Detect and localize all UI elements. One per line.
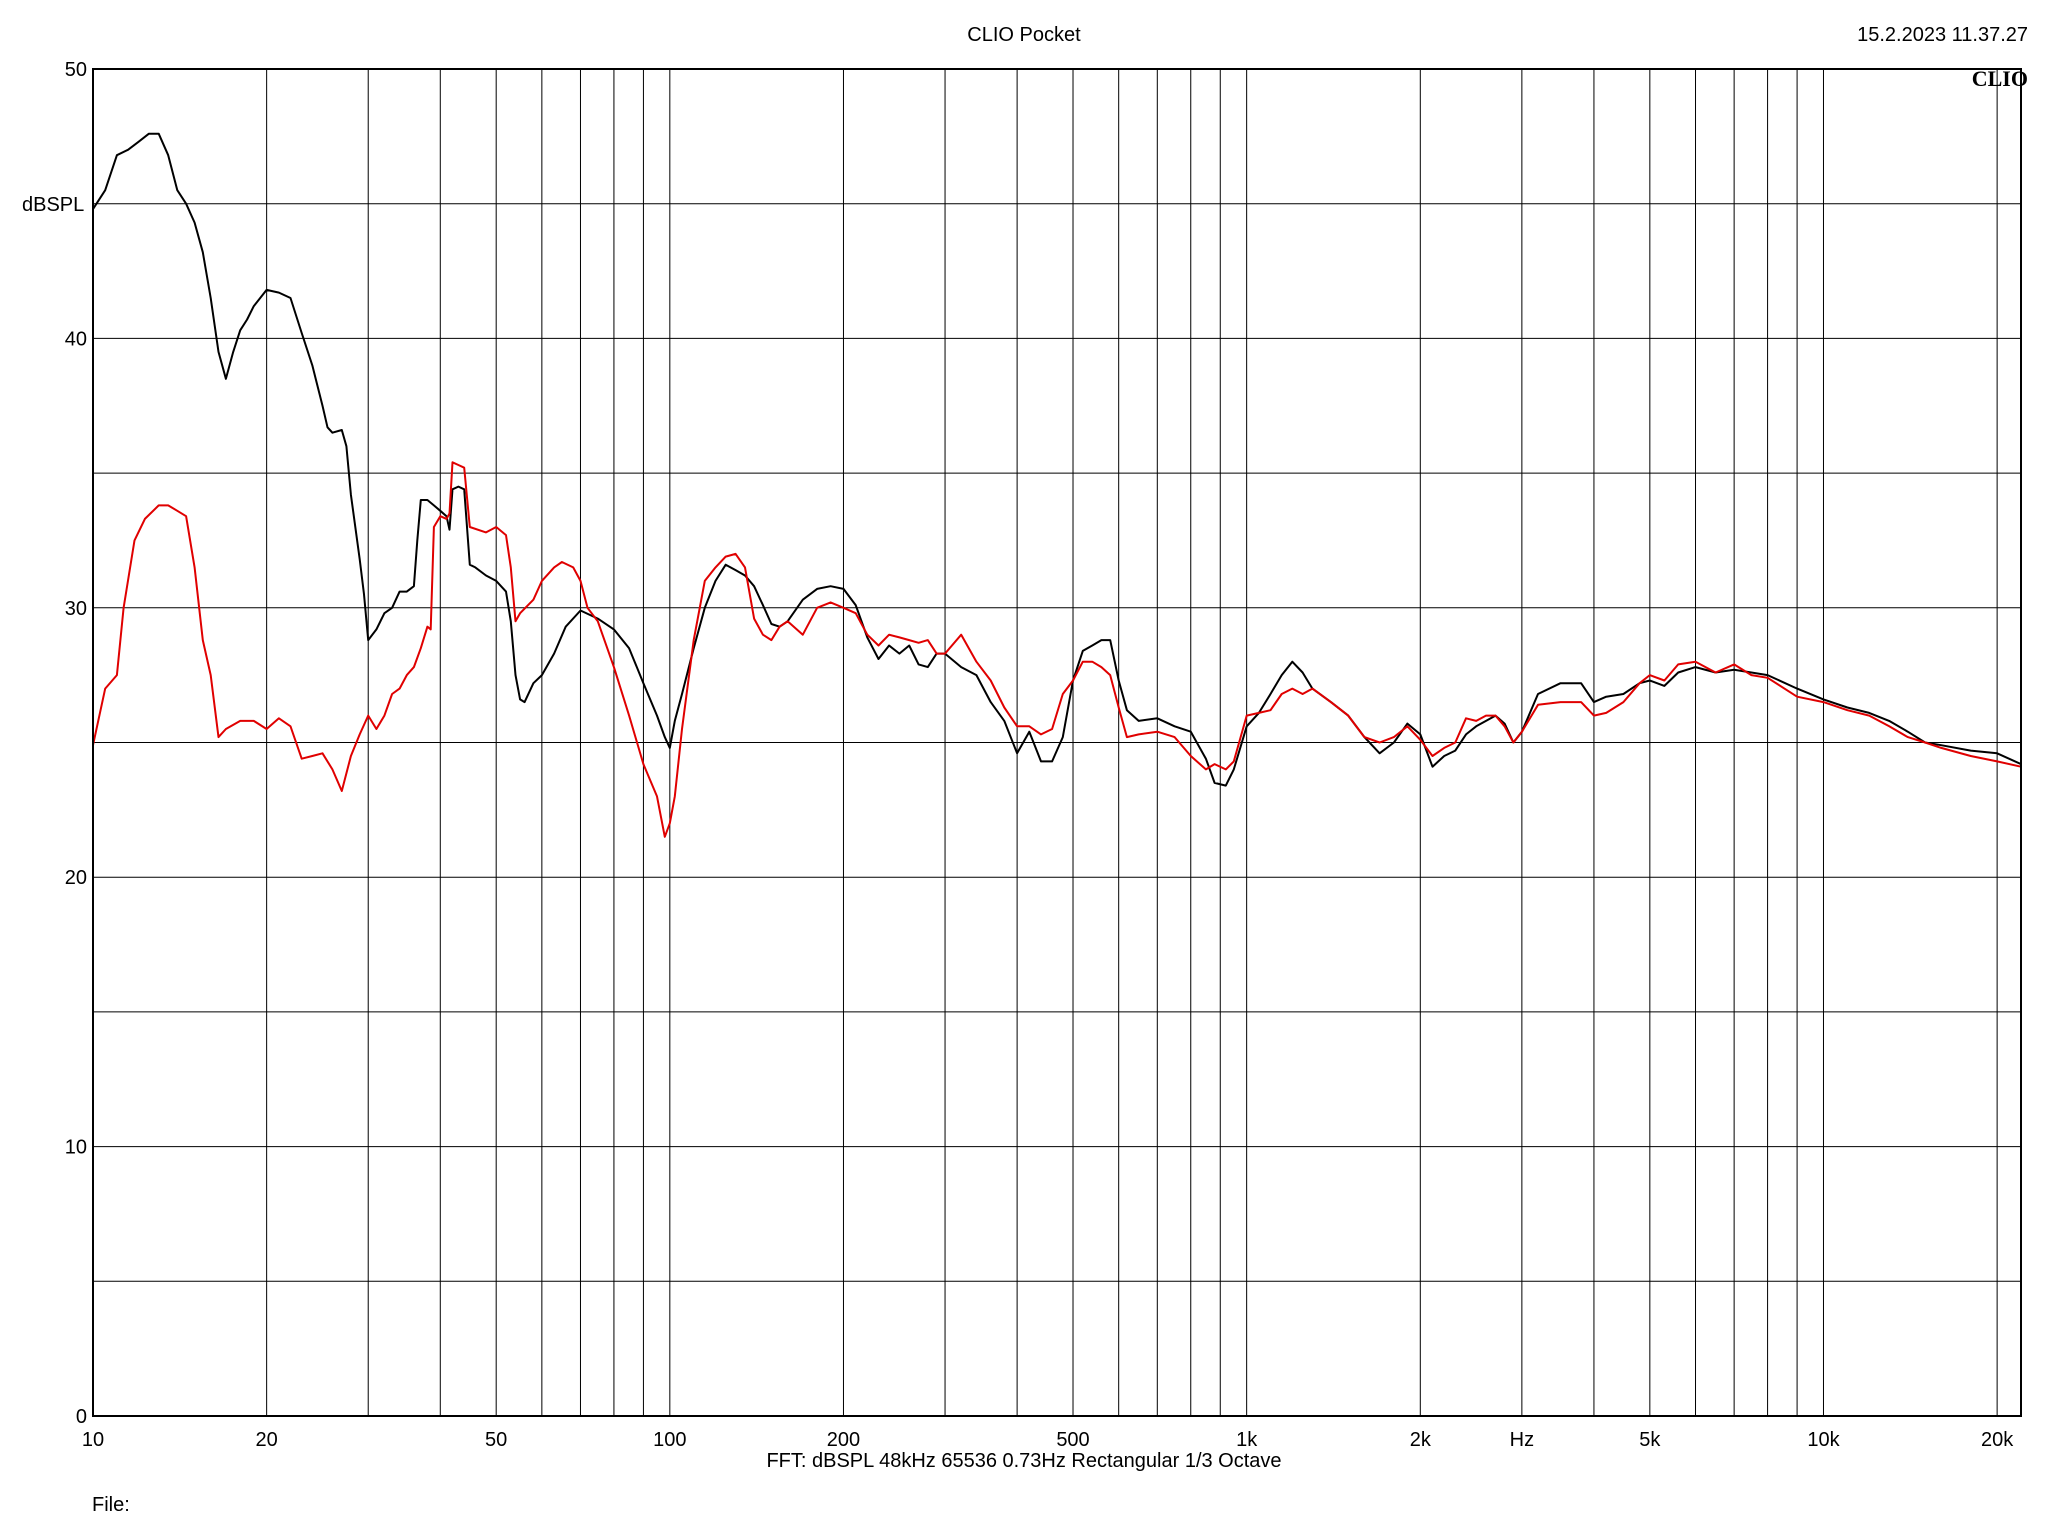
y-tick-label: 40 bbox=[65, 328, 87, 350]
x-tick-label: 50 bbox=[485, 1429, 507, 1451]
x-tick-label: 5k bbox=[1639, 1429, 1661, 1451]
x-tick-label: 500 bbox=[1056, 1429, 1089, 1451]
file-label: File: bbox=[92, 1494, 130, 1516]
series-line-2 bbox=[92, 461, 2022, 838]
x-tick-label: 10k bbox=[1807, 1429, 1840, 1451]
y-tick-label: 10 bbox=[65, 1137, 87, 1159]
chart-title: CLIO Pocket bbox=[967, 24, 1081, 46]
x-tick-label: 20 bbox=[256, 1429, 278, 1451]
series-layer bbox=[92, 132, 2022, 838]
x-tick-label: 200 bbox=[827, 1429, 860, 1451]
x-axis-label: Hz bbox=[1510, 1429, 1534, 1451]
plot-frame bbox=[92, 68, 2022, 1417]
x-tick-label: 1k bbox=[1236, 1429, 1258, 1451]
x-tick-label: 20k bbox=[1981, 1429, 2014, 1451]
y-axis-label: dBSPL bbox=[22, 194, 85, 216]
y-tick-label: 50 bbox=[65, 59, 87, 81]
x-tick-label: 2k bbox=[1410, 1429, 1432, 1451]
x-tick-label: 100 bbox=[653, 1429, 686, 1451]
brand-logo: CLIO bbox=[1971, 66, 2028, 91]
timestamp: 15.2.2023 11.37.27 bbox=[1857, 24, 2028, 46]
grid bbox=[93, 69, 2021, 1416]
measurement-settings: FFT: dBSPL 48kHz 65536 0.73Hz Rectangula… bbox=[766, 1450, 1282, 1472]
y-tick-label: 20 bbox=[65, 867, 87, 889]
y-tick-label: 30 bbox=[65, 598, 87, 620]
y-tick-label: 0 bbox=[76, 1406, 87, 1428]
x-tick-label: 10 bbox=[82, 1429, 104, 1451]
series-line-1 bbox=[92, 132, 2022, 787]
